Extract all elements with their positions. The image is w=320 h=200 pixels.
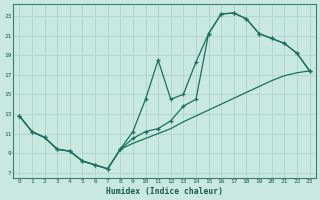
X-axis label: Humidex (Indice chaleur): Humidex (Indice chaleur) bbox=[106, 187, 223, 196]
